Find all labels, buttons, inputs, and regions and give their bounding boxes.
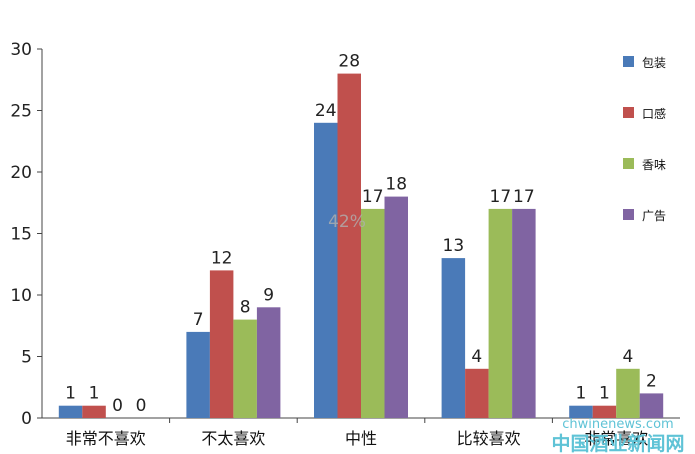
bar <box>256 307 281 418</box>
legend-swatch <box>623 107 634 118</box>
y-tick-label: 25 <box>10 102 32 122</box>
bar <box>384 196 408 418</box>
watermark: chwinenews.com 中国酒业新闻网 <box>551 417 684 454</box>
bar <box>337 73 361 418</box>
y-tick-label: 0 <box>21 409 32 429</box>
legend-label: 口感 <box>642 106 666 121</box>
data-label: 17 <box>362 187 384 207</box>
y-tick-label: 5 <box>21 348 32 368</box>
legend-label: 香味 <box>642 158 666 172</box>
data-label: 9 <box>263 285 274 305</box>
bars <box>58 73 664 419</box>
bar <box>314 122 338 419</box>
legend-swatch <box>623 209 634 220</box>
legend-swatch <box>623 56 634 67</box>
bar <box>209 270 234 418</box>
bar <box>465 368 489 418</box>
bar <box>592 405 617 418</box>
category-label: 不太喜欢 <box>201 429 265 448</box>
bar <box>186 331 210 418</box>
data-label: 4 <box>623 347 634 367</box>
data-label: 7 <box>193 310 204 330</box>
legend-label: 广告 <box>642 209 666 223</box>
data-label: 4 <box>471 347 482 367</box>
bar <box>616 368 640 418</box>
data-label: 28 <box>338 52 360 72</box>
bar <box>569 405 593 418</box>
data-label: 18 <box>385 175 407 195</box>
data-label: 1 <box>89 384 100 404</box>
category-label: 中性 <box>345 429 377 448</box>
watermark-url: chwinenews.com <box>562 417 673 432</box>
data-label: 17 <box>513 187 535 207</box>
data-label: 24 <box>315 101 337 121</box>
bar <box>82 405 106 418</box>
legend-swatch <box>623 158 634 169</box>
data-label: 1 <box>576 384 587 404</box>
bar <box>233 319 257 418</box>
y-tick-label: 15 <box>10 225 32 245</box>
annotation: 42% <box>328 212 366 232</box>
data-label: 12 <box>211 248 233 268</box>
bar <box>639 393 664 418</box>
bar <box>361 208 385 418</box>
legend-label: 包装 <box>642 56 666 70</box>
y-tick-label: 20 <box>10 163 32 183</box>
data-label: 13 <box>443 236 465 256</box>
data-label: 1 <box>65 384 76 404</box>
data-label: 0 <box>136 396 147 416</box>
watermark-name: 中国酒业新闻网 <box>551 432 684 454</box>
data-label: 2 <box>646 371 657 391</box>
data-label: 0 <box>112 396 123 416</box>
category-label: 比较喜欢 <box>457 429 521 448</box>
bar <box>441 258 466 418</box>
bar <box>58 405 83 418</box>
category-label: 非常喜欢 <box>584 429 648 448</box>
bar <box>512 208 536 418</box>
data-label: 8 <box>240 298 251 318</box>
category-label: 非常不喜欢 <box>66 429 146 448</box>
bar <box>488 208 513 418</box>
data-label: 1 <box>599 384 610 404</box>
y-tick-label: 30 <box>10 40 32 60</box>
data-label: 17 <box>490 187 512 207</box>
y-tick-label: 10 <box>10 286 32 306</box>
